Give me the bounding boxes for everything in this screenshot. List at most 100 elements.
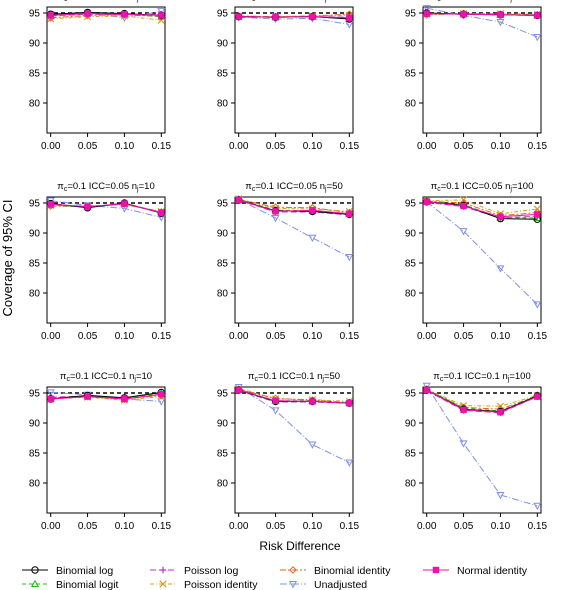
- x-tick-label: 0.05: [78, 521, 98, 532]
- y-tick-label: 95: [29, 199, 41, 210]
- legend-marker: [159, 566, 167, 574]
- data-point: [459, 228, 468, 236]
- x-tick-label: 0.15: [528, 331, 548, 342]
- panel-title-sub1: c: [252, 186, 256, 193]
- x-tick-label: 0.05: [454, 141, 474, 152]
- data-point: [496, 265, 505, 273]
- y-tick-label: 90: [217, 39, 229, 50]
- legend-item-poisson-identity: Poisson identity: [150, 579, 258, 590]
- y-axis-label: Coverage of 95% CI: [0, 199, 15, 316]
- series-line: [50, 391, 162, 400]
- y-tick-label: 95: [29, 9, 41, 20]
- y-tick-label: 80: [29, 289, 41, 300]
- y-tick-label: 85: [405, 259, 417, 270]
- series-line: [426, 388, 538, 407]
- panel-title-pre: π: [431, 0, 438, 2]
- y-tick-label: 90: [405, 229, 417, 240]
- panel-title-mid: =0.1 ICC=0.1 n: [258, 371, 322, 382]
- panel-title: πc=0.1 ICC=0.01 nj=10: [57, 0, 154, 3]
- data-point: [47, 12, 54, 19]
- panel-title-sub1: c: [254, 376, 258, 383]
- panel-title-sub2: j: [509, 186, 512, 193]
- panel-title: πc=0.1 ICC=0.1 nj=50: [248, 371, 340, 383]
- data-point: [533, 502, 542, 511]
- panel-title: πc=0.1 ICC=0.01 nj=50: [245, 0, 342, 3]
- data-point: [460, 10, 467, 18]
- data-point: [308, 441, 317, 449]
- series-line: [50, 394, 162, 400]
- series-line: [50, 393, 162, 400]
- legend: Binomial log Binomial logit Poisson log Poi…: [22, 565, 528, 590]
- x-tick-label: 0.15: [340, 141, 360, 152]
- legend-marker: [432, 566, 440, 574]
- series-poisson-log: [235, 387, 353, 407]
- legend-marker: [31, 566, 39, 574]
- panel-title-post: =10: [139, 0, 155, 2]
- data-point: [235, 386, 242, 394]
- panel-title-pre: π: [433, 371, 440, 382]
- data-point: [459, 440, 468, 448]
- panel-8: πc=0.1 ICC=0.1 nj=50 80 85 90 95 0.00 0.05 0.10…: [217, 371, 360, 532]
- data-point: [272, 208, 279, 215]
- x-tick-label: 0.05: [78, 331, 98, 342]
- y-tick-label: 95: [217, 199, 229, 210]
- y-tick-label: 80: [217, 289, 229, 300]
- data-point: [121, 200, 128, 207]
- data-point: [84, 203, 91, 210]
- series-line: [426, 389, 538, 413]
- series-line: [426, 7, 538, 38]
- panel-title-sub2: j: [136, 0, 139, 3]
- legend-marker: [288, 580, 298, 589]
- panel-title-post: =100: [509, 371, 530, 382]
- panel-4: πc=0.1 ICC=0.05 nj=10 80 85 90 95 0.00 0.05 0.1…: [29, 181, 172, 342]
- plot-frame: [234, 386, 354, 514]
- y-tick-label: 85: [29, 69, 41, 80]
- x-tick-label: 0.00: [229, 141, 249, 152]
- y-tick-label: 95: [217, 389, 229, 400]
- x-tick-label: 0.15: [152, 521, 172, 532]
- series-line: [50, 392, 162, 399]
- series-line: [238, 16, 350, 19]
- x-tick-label: 0.15: [528, 521, 548, 532]
- data-point: [423, 198, 430, 206]
- panel-title-pre: π: [60, 371, 67, 382]
- legend-marker: [289, 566, 297, 574]
- panel-title-sub2: j: [324, 0, 327, 3]
- x-axis-label: Risk Difference: [259, 539, 340, 553]
- x-tick-label: 0.05: [266, 331, 286, 342]
- panel-title-sub2: j: [324, 186, 327, 193]
- data-point: [157, 8, 166, 16]
- series-line: [426, 385, 538, 507]
- series-line: [238, 16, 350, 25]
- plot-frame: [234, 6, 354, 134]
- data-point: [423, 386, 430, 394]
- series-line: [426, 201, 538, 218]
- panel-title-pre: π: [57, 0, 64, 2]
- data-point: [308, 234, 317, 243]
- series-line: [50, 203, 162, 214]
- series-line: [238, 13, 350, 18]
- series-line: [50, 13, 162, 16]
- y-tick-label: 90: [217, 229, 229, 240]
- y-tick-label: 85: [217, 69, 229, 80]
- panel-title-sub1: c: [437, 0, 441, 3]
- y-tick-label: 90: [29, 39, 41, 50]
- x-tick-label: 0.00: [41, 331, 61, 342]
- panel-title-pre: π: [245, 181, 252, 192]
- data-point: [272, 397, 279, 405]
- x-tick-label: 0.05: [266, 141, 286, 152]
- legend-label: Binomial log: [56, 565, 113, 577]
- x-tick-label: 0.00: [229, 331, 249, 342]
- x-tick-label: 0.15: [340, 521, 360, 532]
- y-tick-label: 85: [405, 69, 417, 80]
- y-tick-label: 80: [217, 99, 229, 110]
- data-point: [346, 210, 353, 218]
- data-point: [460, 202, 467, 210]
- panel-title-mid: =0.1 ICC=0.05 n: [67, 181, 137, 192]
- data-point: [496, 18, 505, 27]
- data-point: [272, 13, 279, 21]
- y-tick-label: 80: [29, 479, 41, 490]
- series-line: [426, 199, 538, 215]
- data-point: [346, 399, 353, 407]
- series-line: [426, 388, 538, 412]
